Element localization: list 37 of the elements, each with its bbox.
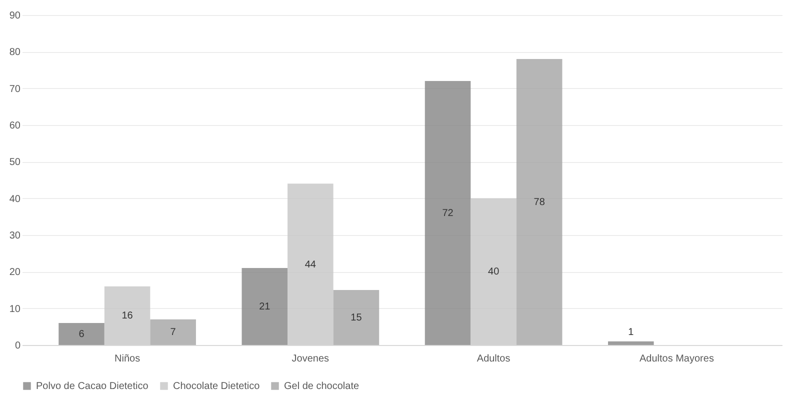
data-label: 1	[628, 327, 634, 338]
bar	[516, 59, 562, 345]
legend-label: Polvo de Cacao Dietetico	[36, 381, 149, 392]
data-label: 72	[442, 208, 454, 219]
y-tick-label: 60	[9, 120, 21, 132]
data-label: 16	[122, 310, 134, 322]
data-label: 21	[259, 302, 271, 312]
data-label: 6	[78, 329, 85, 340]
y-tick-label: 90	[9, 10, 21, 22]
bar	[608, 341, 654, 345]
x-tick-label: Adultos Mayores	[639, 354, 714, 364]
y-tick-label: 20	[9, 267, 21, 278]
data-label: 44	[304, 259, 316, 270]
y-tick-label: 50	[9, 157, 21, 168]
x-tick-label: Niños	[114, 354, 140, 364]
bar	[242, 268, 288, 345]
y-tick-label: 10	[9, 304, 21, 315]
bar	[424, 81, 471, 345]
y-tick-label: 30	[9, 230, 21, 242]
y-tick-label: 0	[14, 340, 21, 352]
y-tick-label: 70	[9, 84, 21, 95]
legend-label: Gel de chocolate	[284, 381, 360, 392]
data-label: 40	[488, 266, 500, 278]
bar	[150, 319, 196, 345]
y-tick-label: 80	[9, 47, 21, 58]
data-label: 7	[170, 327, 176, 338]
bar	[58, 323, 104, 345]
y-tick-label: 40	[9, 194, 21, 205]
bar	[104, 286, 150, 345]
x-tick-label: Adultos	[476, 354, 510, 364]
bar	[333, 290, 380, 345]
bar	[470, 198, 516, 345]
legend-label: Chocolate Dietetico	[173, 381, 260, 392]
x-tick-label: Jovenes	[292, 354, 330, 364]
data-label: 78	[534, 197, 546, 208]
data-label: 15	[350, 312, 362, 324]
bar	[288, 184, 334, 345]
